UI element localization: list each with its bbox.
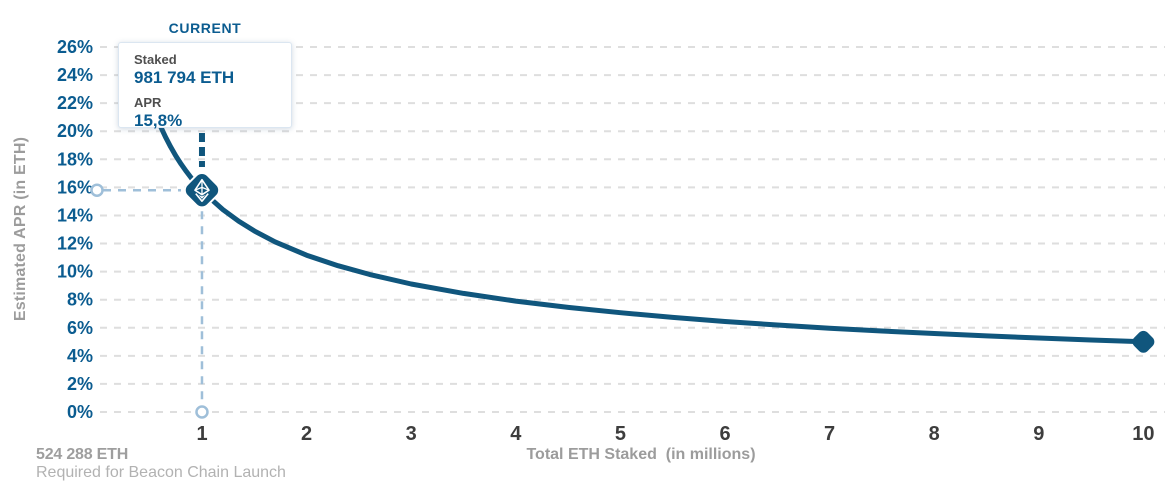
y-tick-label: 14% bbox=[57, 205, 93, 225]
current-tooltip: Staked 981 794 ETH APR 15,8% bbox=[118, 42, 292, 130]
y-axis-ring-marker bbox=[90, 183, 104, 197]
curve-end-marker bbox=[1132, 330, 1155, 353]
tooltip-staked-value: 981 794 ETH bbox=[134, 68, 235, 87]
y-tick-label: 26% bbox=[57, 37, 93, 57]
y-tick-label: 24% bbox=[57, 65, 93, 85]
apr-curve bbox=[153, 113, 1146, 345]
x-tick-label: 3 bbox=[406, 423, 417, 445]
y-tick-label: 2% bbox=[67, 374, 93, 394]
tooltip-apr-label: APR bbox=[134, 95, 162, 110]
x-tick-label: 2 bbox=[301, 423, 312, 445]
x-tick-label: 4 bbox=[510, 423, 522, 445]
y-tick-label: 10% bbox=[57, 262, 93, 282]
y-tick-label: 22% bbox=[57, 93, 93, 113]
ethereum-icon-base bbox=[195, 193, 209, 202]
y-tick-label: 20% bbox=[57, 121, 93, 141]
x-tick-label: 9 bbox=[1033, 423, 1044, 445]
launch-requirement-note: Required for Beacon Chain Launch bbox=[36, 464, 286, 481]
x-tick-label: 5 bbox=[615, 423, 626, 445]
ethereum-icon-facets bbox=[194, 179, 210, 195]
launch-requirement-amount: 524 288 ETH bbox=[36, 446, 129, 463]
x-axis-ring-marker bbox=[195, 405, 209, 419]
y-tick-label: 0% bbox=[67, 402, 93, 422]
y-tick-label: 8% bbox=[67, 290, 93, 310]
y-tick-label: 16% bbox=[57, 177, 93, 197]
tooltip-staked-label: Staked bbox=[134, 52, 177, 67]
current-marker-label: CURRENT bbox=[168, 20, 242, 36]
y-tick-label: 12% bbox=[57, 234, 93, 254]
x-tick-label: 8 bbox=[929, 423, 940, 445]
y-tick-label: 4% bbox=[67, 346, 93, 366]
x-tick-label: 10 bbox=[1132, 423, 1154, 445]
x-tick-label: 6 bbox=[719, 423, 730, 445]
ethereum-icon-base-inner bbox=[198, 194, 206, 199]
x-tick-label: 1 bbox=[196, 423, 207, 445]
y-axis-title: Estimated APR (in ETH) bbox=[12, 136, 29, 322]
y-tick-label: 18% bbox=[57, 149, 93, 169]
y-tick-label: 6% bbox=[67, 318, 93, 338]
x-tick-label: 7 bbox=[824, 423, 835, 445]
tooltip-apr-value: 15,8% bbox=[134, 111, 183, 130]
x-axis-title: Total ETH Staked (in millions) bbox=[526, 446, 756, 463]
